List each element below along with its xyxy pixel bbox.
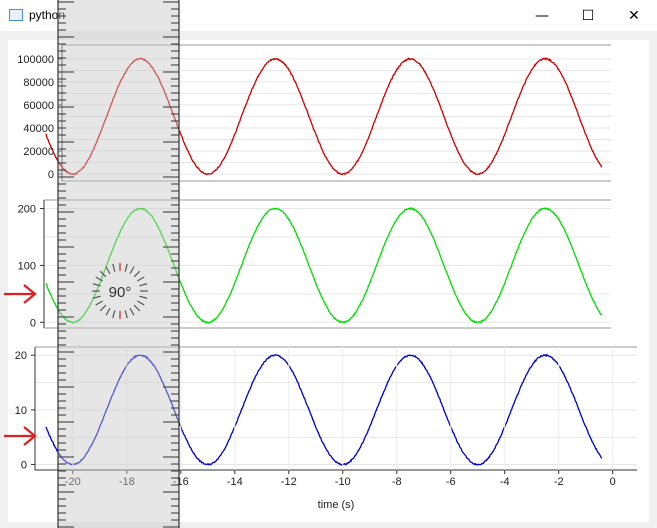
red-arrow-icon	[4, 284, 37, 304]
ruler-right-scale	[163, 0, 180, 528]
dial-tick	[112, 310, 116, 319]
y-tick-label: 200	[18, 204, 36, 216]
ruler-band	[58, 0, 179, 528]
x-tick-label: -10	[335, 476, 351, 488]
dial-tick	[99, 270, 107, 278]
dial-tick	[95, 300, 103, 306]
dial-tick	[124, 263, 128, 272]
dial-tick	[137, 276, 145, 282]
dial-tick	[112, 263, 116, 272]
x-tick-label: -20	[65, 476, 81, 488]
y-tick-label: 40000	[23, 123, 54, 135]
x-tick-label: -4	[500, 476, 510, 488]
y-tick-label: 20	[15, 350, 27, 362]
maximize-icon: ☐	[581, 7, 595, 24]
y-tick-label: 20000	[23, 146, 54, 158]
series-line-3	[45, 353, 603, 466]
x-tick-label: -12	[281, 476, 297, 488]
close-icon: ✕	[628, 7, 640, 24]
red-arrow-icon	[4, 426, 37, 446]
dial-tick	[95, 276, 103, 282]
rotation-readout: 90°	[109, 284, 132, 301]
chart-panel-1: 0 20000 40000 60000 80000 100000	[17, 44, 611, 182]
arrow-head	[23, 284, 37, 304]
series-line-2	[45, 206, 603, 324]
rotation-dial-icon: 90°	[92, 263, 148, 319]
x-tick-label: 0	[610, 476, 616, 488]
arrow-head	[23, 426, 37, 446]
dial-tick	[105, 266, 111, 274]
x-tick-label: -14	[227, 476, 243, 488]
y-tick-label: 100	[18, 260, 36, 272]
chart-panel-2: 0 100 200	[18, 199, 611, 329]
dial-tick	[129, 266, 135, 274]
dial-tick	[129, 308, 135, 316]
close-button[interactable]: ✕	[611, 0, 657, 31]
minimize-icon: —	[535, 7, 549, 24]
y-tick-label: 100000	[17, 54, 54, 66]
dial-tick	[99, 304, 107, 312]
dial-tick	[137, 300, 145, 306]
y-tick-label: 0	[48, 169, 54, 181]
window-title: python	[29, 8, 66, 22]
y-tick-label: 0	[30, 317, 36, 329]
dial-tick	[139, 283, 148, 287]
y-tick-label: 10	[15, 405, 27, 417]
x-tick-label: -18	[119, 476, 135, 488]
dial-tick	[124, 310, 128, 319]
x-axis-label: time (s)	[318, 499, 355, 511]
dial-tick	[133, 304, 141, 312]
series-line-1	[45, 57, 603, 176]
x-tick-label: -8	[392, 476, 402, 488]
plot-canvas	[8, 40, 649, 522]
x-tick-label: -2	[554, 476, 564, 488]
maximize-button[interactable]: ☐	[565, 0, 611, 31]
x-tick-label: -6	[446, 476, 456, 488]
y-tick-label: 0	[21, 460, 27, 472]
dial-tick	[139, 295, 148, 299]
ruler-left-scale	[57, 0, 74, 528]
dial-tick	[133, 270, 141, 278]
y-tick-label: 60000	[23, 100, 54, 112]
minimize-button[interactable]: —	[519, 0, 565, 31]
dial-tick	[92, 283, 101, 287]
window-titlebar: python — ☐ ✕	[0, 0, 657, 31]
dial-tick	[92, 295, 101, 299]
dial-tick	[105, 308, 111, 316]
y-tick-label: 80000	[23, 77, 54, 89]
app-icon	[9, 9, 23, 21]
